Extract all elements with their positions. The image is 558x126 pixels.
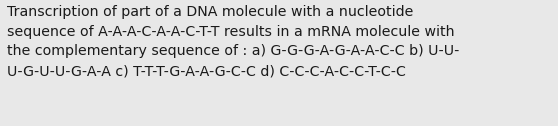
Text: Transcription of part of a DNA molecule with a nucleotide
sequence of A-A-A-C-A-: Transcription of part of a DNA molecule …	[7, 5, 459, 78]
